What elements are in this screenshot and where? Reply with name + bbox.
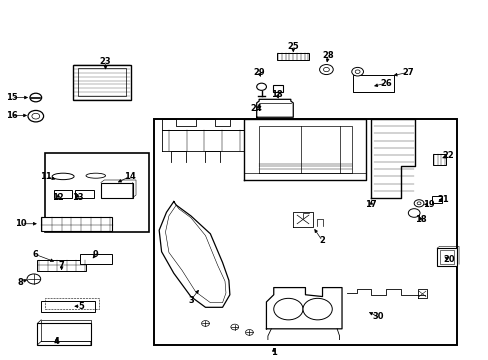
Bar <box>37 323 91 345</box>
Text: 23: 23 <box>100 57 111 66</box>
Bar <box>431 197 442 203</box>
Text: 29: 29 <box>253 68 264 77</box>
Ellipse shape <box>86 173 105 178</box>
Text: 3: 3 <box>187 296 193 305</box>
Text: 9: 9 <box>93 250 99 259</box>
Text: 22: 22 <box>442 151 453 160</box>
Circle shape <box>273 298 303 320</box>
Circle shape <box>416 202 420 205</box>
Text: 7: 7 <box>59 261 64 270</box>
Bar <box>37 260 86 271</box>
Text: 26: 26 <box>379 79 391 88</box>
Bar <box>154 119 456 345</box>
Bar <box>272 85 282 92</box>
Circle shape <box>32 113 40 119</box>
Circle shape <box>413 200 423 207</box>
Bar <box>101 183 132 198</box>
Circle shape <box>319 64 332 75</box>
Bar <box>80 253 111 264</box>
Text: 8: 8 <box>17 278 23 287</box>
Text: 13: 13 <box>72 193 83 202</box>
Circle shape <box>407 209 419 217</box>
Bar <box>78 68 126 96</box>
Bar <box>439 250 453 264</box>
Text: 17: 17 <box>365 200 376 209</box>
Text: 12: 12 <box>52 193 64 202</box>
Text: 25: 25 <box>287 42 299 51</box>
Circle shape <box>230 324 238 330</box>
Circle shape <box>323 67 329 72</box>
Bar <box>432 154 446 165</box>
Bar <box>41 217 111 230</box>
Text: 18: 18 <box>270 90 282 99</box>
Bar <box>73 65 131 100</box>
Text: 14: 14 <box>124 172 136 181</box>
Text: 16: 16 <box>5 111 17 120</box>
Circle shape <box>256 83 266 90</box>
Circle shape <box>201 320 209 326</box>
Text: 2: 2 <box>319 237 325 246</box>
Circle shape <box>28 111 43 122</box>
Circle shape <box>27 274 41 284</box>
Circle shape <box>303 298 331 320</box>
Circle shape <box>351 67 363 76</box>
Text: 6: 6 <box>33 250 39 259</box>
Text: 4: 4 <box>54 337 60 346</box>
Bar <box>54 190 72 198</box>
Bar <box>436 248 456 266</box>
Text: 27: 27 <box>401 68 413 77</box>
Text: 30: 30 <box>372 312 384 321</box>
Bar <box>45 298 99 309</box>
Circle shape <box>30 93 41 102</box>
Text: 1: 1 <box>270 348 276 357</box>
Bar <box>44 153 149 232</box>
Bar <box>352 75 394 92</box>
Text: 19: 19 <box>422 200 434 209</box>
Text: 5: 5 <box>78 302 84 311</box>
Text: 15: 15 <box>5 93 17 102</box>
Text: 21: 21 <box>437 195 448 204</box>
Text: 11: 11 <box>40 172 51 181</box>
Text: 10: 10 <box>15 219 27 228</box>
Text: 20: 20 <box>443 255 454 264</box>
Bar <box>277 53 308 60</box>
Text: 24: 24 <box>250 104 262 113</box>
Text: 18: 18 <box>414 215 426 224</box>
Circle shape <box>245 329 253 335</box>
Ellipse shape <box>52 173 74 180</box>
Circle shape <box>354 70 359 73</box>
Text: 28: 28 <box>322 51 333 60</box>
Bar <box>75 190 94 198</box>
Bar <box>41 301 95 312</box>
